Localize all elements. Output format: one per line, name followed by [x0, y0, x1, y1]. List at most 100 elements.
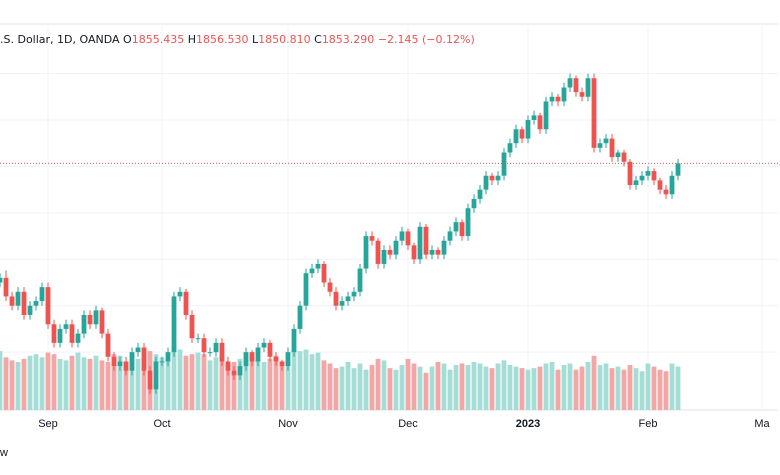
volume-bar — [633, 368, 639, 410]
candle-body — [321, 263, 327, 283]
volume-bar — [549, 361, 555, 410]
candle-body — [147, 370, 153, 390]
candle-body — [435, 250, 441, 255]
volume-bar — [471, 361, 477, 410]
candle-body — [429, 250, 435, 255]
candle-body — [243, 352, 249, 367]
candle-body — [171, 296, 177, 353]
volume-bar — [237, 358, 243, 410]
high-label: H — [187, 33, 196, 46]
volume-bar — [9, 360, 15, 410]
candle-body — [123, 361, 129, 371]
candle-body — [363, 236, 369, 269]
candle-body — [495, 175, 501, 181]
volume-bar — [453, 365, 459, 410]
volume-bar — [663, 371, 669, 410]
x-tick-label: Oct — [153, 418, 170, 430]
volume-bar — [405, 358, 411, 410]
volume-bar — [219, 355, 225, 410]
open-label: O — [123, 33, 132, 46]
candle-body — [441, 240, 447, 255]
volume-bar — [105, 361, 111, 410]
candle-body — [39, 287, 45, 302]
volume-bar — [537, 366, 543, 410]
candle-body — [93, 310, 99, 325]
candle-body — [213, 342, 219, 353]
candle-body — [399, 231, 405, 241]
volume-bar — [69, 355, 75, 410]
candle-body — [177, 291, 183, 297]
candle-body — [333, 291, 339, 306]
volume-bar — [201, 354, 207, 410]
volume-bar — [39, 357, 45, 410]
volume-bar — [213, 357, 219, 410]
volume-bar — [369, 365, 375, 410]
candle-body — [249, 352, 255, 362]
candle-body — [357, 268, 363, 292]
candle-body — [477, 189, 483, 199]
volume-bar — [507, 365, 513, 410]
volume-bar — [75, 352, 81, 410]
volume-bar — [183, 355, 189, 410]
volume-bar — [135, 358, 141, 410]
candle-body — [189, 315, 195, 339]
candle-body — [621, 152, 627, 162]
candle-body — [225, 361, 231, 371]
candle-body — [609, 138, 615, 158]
candle-body — [207, 352, 213, 354]
candle-body — [627, 161, 633, 185]
low-value: 1850.810 — [258, 33, 311, 46]
volume-bar — [21, 358, 27, 410]
volume-bar — [357, 363, 363, 410]
candle-body — [195, 338, 201, 340]
volume-bar — [249, 357, 255, 410]
candle-body — [51, 324, 57, 343]
volume-bar — [63, 360, 69, 410]
volume-bar — [399, 365, 405, 410]
candle-body — [459, 222, 465, 237]
x-tick-label: Sep — [38, 418, 58, 430]
candle-body — [201, 338, 207, 353]
volume-bar — [591, 355, 597, 410]
volume-bar — [225, 363, 231, 410]
volume-bar — [279, 363, 285, 410]
candle-body — [519, 129, 525, 139]
candle-body — [75, 333, 81, 343]
volume-bar — [657, 369, 663, 410]
candle-body — [27, 305, 33, 315]
volume-bar — [489, 368, 495, 410]
candle-body — [339, 301, 345, 306]
volume-bar — [195, 352, 201, 410]
volume-bar — [3, 357, 9, 410]
candle-body — [567, 78, 573, 88]
volume-bar — [381, 360, 387, 410]
high-value: 1856.530 — [195, 33, 249, 46]
candle-body — [471, 198, 477, 209]
volume-bar — [303, 349, 309, 410]
candle-body — [603, 138, 609, 144]
volume-bar — [171, 348, 177, 410]
candle-body — [129, 352, 135, 371]
volume-bar — [603, 363, 609, 410]
candle-body — [57, 328, 63, 343]
volume-bar — [231, 361, 237, 410]
candle-body — [423, 226, 429, 255]
volume-bar — [27, 355, 33, 410]
volume-bar — [93, 355, 99, 410]
candle-body — [465, 208, 471, 237]
volume-bar — [351, 368, 357, 410]
candle-body — [9, 296, 15, 306]
candle-body — [165, 352, 171, 362]
volume-bar — [117, 355, 123, 410]
candle-body — [543, 101, 549, 130]
candle-body — [369, 236, 375, 241]
candle-body — [669, 175, 675, 195]
volume-bar — [513, 366, 519, 410]
volume-bar — [387, 368, 393, 410]
volume-bar — [555, 369, 561, 410]
volume-bar — [621, 369, 627, 410]
volume-bar — [309, 354, 315, 410]
candle-body — [525, 120, 531, 139]
